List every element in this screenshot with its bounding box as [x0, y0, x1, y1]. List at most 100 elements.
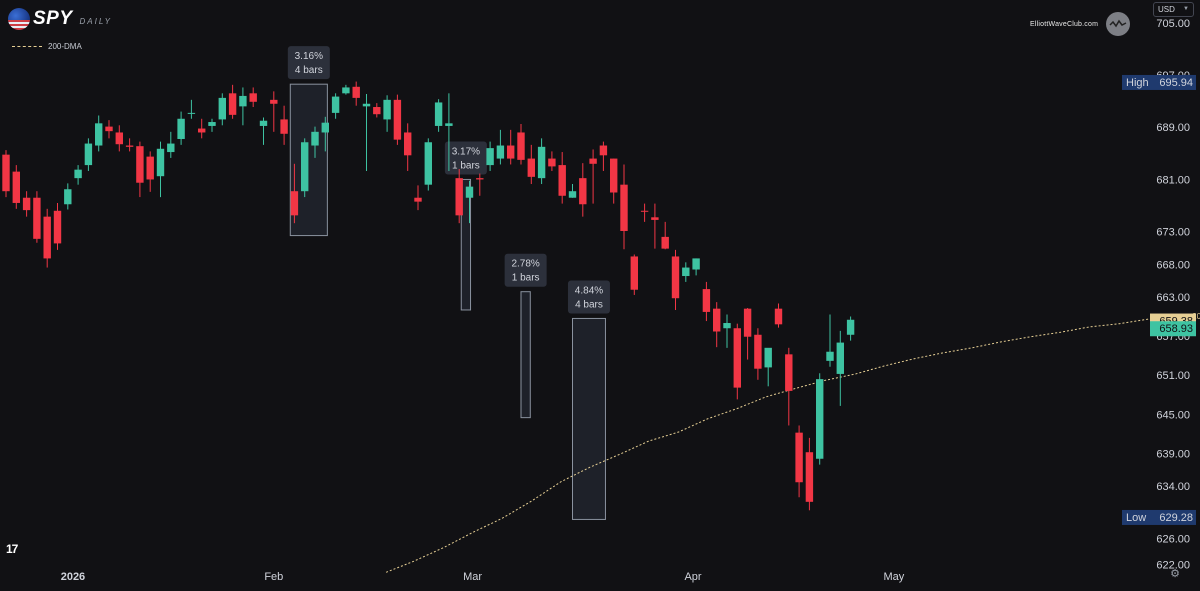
dma-legend-swatch [12, 46, 42, 47]
y-tick-label: 668.00 [1156, 259, 1190, 271]
candle-body [33, 197, 41, 239]
price-label-value: 658.93 [1159, 323, 1193, 335]
candle-body [404, 132, 412, 156]
candle-body [239, 95, 247, 107]
price-label-bg [1150, 321, 1196, 337]
candle-body [486, 148, 494, 166]
candle-body [105, 126, 113, 132]
currency-value: USD [1158, 5, 1175, 14]
candle-body [599, 145, 608, 156]
candle-body [723, 323, 731, 329]
range-bars: 1 bars [512, 273, 540, 284]
price-label-bg [1122, 509, 1196, 525]
range-label-bg [504, 253, 547, 287]
candle-body [496, 145, 505, 159]
dma-legend-label: 200-DMA [48, 42, 82, 51]
candle-body [311, 131, 319, 146]
candle-body [301, 142, 309, 192]
candle-body [610, 158, 618, 193]
timeframe-label: DAILY [79, 16, 112, 26]
y-tick-label: 622.00 [1156, 559, 1190, 571]
candle-body [95, 123, 103, 146]
candle-body [805, 452, 814, 502]
range-bars: 1 bars [452, 160, 480, 171]
candle-body [259, 120, 268, 126]
ticker-symbol: SPY [33, 8, 73, 29]
candle-body [321, 122, 329, 133]
candle-body [2, 154, 10, 192]
dma-line-label: 200-DMA [1192, 312, 1200, 321]
candle-body [476, 178, 484, 180]
candle-body [826, 351, 834, 361]
x-tick-label: 2026 [61, 571, 85, 583]
candle-body [743, 308, 752, 337]
candle-body [373, 107, 381, 115]
candle-body [218, 97, 226, 120]
candle-body [43, 216, 51, 259]
price-label-name: High [1126, 77, 1149, 89]
candle-body [22, 197, 31, 211]
range-percent: 2.78% [511, 259, 539, 270]
candle-body [362, 103, 371, 107]
range-percent: 3.16% [295, 51, 323, 62]
y-tick-label: 634.00 [1156, 481, 1190, 493]
x-tick-label: May [883, 571, 904, 583]
candle-body [290, 191, 299, 216]
range-percent: 4.84% [575, 285, 603, 296]
candle-body [187, 112, 196, 114]
candle-body [846, 319, 855, 335]
tradingview-logo-icon[interactable]: 17 [6, 542, 18, 556]
candle-body [434, 102, 443, 126]
candle-body [589, 158, 597, 164]
candle-body [270, 99, 278, 104]
candle-body [84, 143, 93, 166]
candle-body [53, 210, 62, 244]
y-tick-label: 689.00 [1156, 122, 1190, 134]
candle-body [136, 146, 144, 183]
candle-body [774, 308, 783, 325]
y-tick-label: 673.00 [1156, 227, 1190, 239]
candle-body [208, 122, 216, 126]
symbol-logo[interactable]: SPY DAILY [8, 8, 112, 30]
currency-select[interactable]: USD ▼ [1153, 2, 1194, 17]
range-label-bg [444, 141, 487, 175]
flag-logo-icon [8, 8, 30, 30]
price-label-name: Low [1126, 512, 1146, 524]
candle-body [156, 148, 165, 177]
candle-body [465, 186, 474, 198]
candle-body [795, 432, 803, 483]
range-box [572, 317, 606, 520]
candle-body [167, 143, 175, 153]
y-tick-label: 663.00 [1156, 292, 1190, 304]
candle-body [249, 93, 257, 102]
settings-gear-icon[interactable]: ⚙ [1170, 568, 1180, 580]
x-tick-label: Feb [264, 571, 283, 583]
candle-body [558, 165, 566, 196]
indicator-legend[interactable]: 200-DMA [12, 42, 82, 51]
candle-body [537, 146, 546, 179]
candle-body [661, 236, 669, 249]
candle-body [455, 178, 463, 216]
candle-body [280, 119, 288, 134]
candle-body [125, 145, 134, 147]
wave-logo-icon [1106, 12, 1131, 36]
brand-name: ElliottWaveClub.com [1030, 20, 1099, 28]
candle-body [198, 128, 206, 133]
candle-body [702, 289, 711, 312]
candle-body [651, 217, 659, 220]
candle-body [620, 184, 628, 232]
candle-body [527, 158, 535, 177]
candle-body [682, 267, 690, 277]
range-box [520, 291, 531, 419]
candle-body [146, 156, 154, 180]
range-percent: 3.17% [452, 146, 480, 157]
range-bars: 4 bars [295, 65, 323, 76]
candle-body [548, 158, 556, 167]
y-tick-label: 651.00 [1156, 370, 1190, 382]
candle-body [579, 178, 587, 205]
candle-body [352, 86, 360, 98]
range-box [460, 178, 472, 311]
candle-body [640, 210, 649, 212]
